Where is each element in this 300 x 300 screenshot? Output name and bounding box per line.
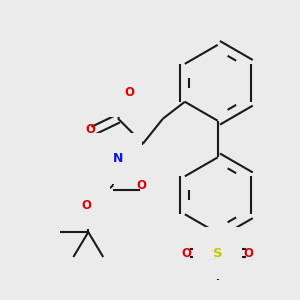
Text: O: O (136, 179, 146, 192)
Text: S: S (213, 247, 223, 260)
Text: O: O (182, 247, 192, 260)
Text: O: O (85, 123, 95, 136)
Text: O: O (82, 199, 92, 212)
Text: N: N (112, 152, 123, 165)
Text: H: H (107, 148, 116, 158)
Text: H: H (123, 79, 133, 92)
Text: O: O (124, 86, 135, 99)
Text: O: O (244, 247, 254, 260)
